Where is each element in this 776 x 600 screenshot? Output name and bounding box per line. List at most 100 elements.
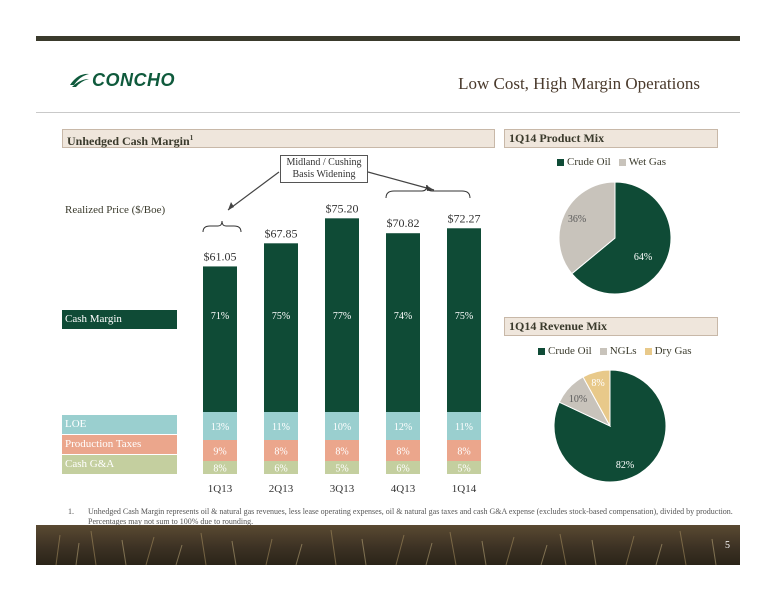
- callout-line-1: Midland / Cushing: [286, 157, 362, 168]
- bar-total-label: $75.20: [326, 201, 359, 215]
- bar-segment-loe-3q13: [325, 412, 359, 440]
- legend-ngls: NGLs: [599, 345, 637, 357]
- bar-segment-production-taxes-3q13: [325, 440, 359, 461]
- x-tick-label: 1Q14: [452, 483, 477, 495]
- grass-texture: [55, 529, 717, 565]
- legend-label: Crude Oil: [548, 345, 592, 357]
- bar-segment-loe-2q13: [264, 412, 298, 440]
- legend-wet-gas: Wet Gas: [618, 156, 666, 168]
- bar-data-label: 77%: [333, 311, 351, 322]
- pie-slice-crude-oil: [571, 181, 672, 295]
- bar-segment-cash-margin-3q13: [325, 218, 359, 412]
- footnote-marker: 1: [189, 134, 194, 142]
- bar-data-label: 11%: [455, 422, 473, 433]
- footnote: 1. Unhedged Cash Margin represents oil &…: [68, 507, 738, 527]
- bar-data-label: 10%: [333, 422, 351, 433]
- bar-data-label: 8%: [396, 447, 409, 458]
- bar-data-label: 74%: [394, 311, 412, 322]
- bracket-4q13-1q14: [385, 184, 471, 199]
- slide-title: Low Cost, High Margin Operations: [458, 74, 700, 93]
- bar-data-label: 6%: [274, 464, 287, 475]
- legend-label: Wet Gas: [628, 156, 666, 168]
- bar-data-label: 11%: [272, 422, 290, 433]
- bar-data-label: 75%: [272, 311, 290, 322]
- pie-value-label: 10%: [569, 394, 587, 405]
- x-tick-label: 3Q13: [330, 483, 355, 495]
- x-tick-label: 4Q13: [391, 483, 416, 495]
- bar-segment-cash-g-a-2q13: [264, 461, 298, 474]
- legend-crude-oil: Crude Oil: [557, 156, 611, 168]
- bar-data-label: 8%: [335, 447, 348, 458]
- legend-label: Crude Oil: [567, 156, 611, 168]
- pie-value-label: 8%: [591, 378, 604, 389]
- bracket-1q13: [202, 220, 242, 233]
- pie-slice-wet-gas: [558, 181, 616, 275]
- cash-ga-row-label: Cash G&A: [62, 455, 177, 474]
- production-taxes-row-label: Production Taxes: [62, 435, 177, 454]
- bar-segment-cash-g-a-4q13: [386, 461, 420, 474]
- revenue-mix-pie: 82% 10% 8%: [553, 369, 667, 483]
- landscape-photo: [36, 525, 740, 565]
- pie-slice-crude-oil: [553, 369, 667, 483]
- product-mix-legend: Crude Oil Wet Gas: [557, 156, 666, 168]
- footnote-text: Unhedged Cash Margin represents oil & na…: [88, 507, 733, 526]
- pie-value-label: 64%: [634, 252, 652, 263]
- x-tick-label: 1Q13: [208, 483, 233, 495]
- pie-slice-dry-gas: [582, 369, 611, 427]
- title-rule: [36, 112, 740, 113]
- pie-value-label: 36%: [568, 214, 586, 225]
- legend-label: Dry Gas: [654, 345, 692, 357]
- bar-segment-cash-g-a-1q14: [447, 461, 481, 474]
- cash-margin-row-label: Cash Margin: [62, 310, 177, 329]
- bar-segment-cash-margin-2q13: [264, 243, 298, 412]
- company-logo: CONCHO: [68, 70, 175, 90]
- legend-swatch: [618, 158, 626, 166]
- bar-data-label: 9%: [213, 447, 226, 458]
- bar-segment-cash-margin-1q14: [447, 228, 481, 412]
- legend-dry-gas: Dry Gas: [644, 345, 692, 357]
- page-number: 5: [725, 540, 730, 551]
- callout-arrows: [202, 171, 471, 233]
- revenue-mix-header: 1Q14 Revenue Mix: [504, 317, 718, 336]
- loe-row-label: LOE: [62, 415, 177, 434]
- footnote-number: 1.: [68, 507, 74, 516]
- legend-label: NGLs: [609, 345, 637, 357]
- bar-segment-loe-1q13: [203, 412, 237, 440]
- logo-text: CONCHO: [92, 69, 175, 90]
- bar-total-label: $67.85: [265, 226, 298, 240]
- bar-segment-cash-margin-1q13: [203, 266, 237, 412]
- realized-price-label: Realized Price ($/Boe): [65, 204, 166, 216]
- legend-swatch: [538, 347, 545, 355]
- bar-data-label: 8%: [457, 447, 470, 458]
- cash-margin-header: Unhedged Cash Margin1: [62, 129, 495, 148]
- bar-segment-loe-1q14: [447, 412, 481, 440]
- pie-value-label: 82%: [616, 460, 634, 471]
- bar-segment-loe-4q13: [386, 412, 420, 440]
- x-tick-label: 2Q13: [269, 483, 294, 495]
- bar-data-label: 12%: [394, 422, 412, 433]
- legend-swatch: [599, 347, 607, 355]
- bar-data-label: 5%: [335, 464, 348, 475]
- bar-data-label: 75%: [455, 311, 473, 322]
- top-rule: [36, 36, 740, 41]
- callout-line-2: Basis Widening: [292, 169, 356, 180]
- logo-swoosh-icon: [70, 73, 89, 87]
- bar-segment-production-taxes-4q13: [386, 440, 420, 461]
- revenue-mix-legend: Crude Oil NGLs Dry Gas: [538, 345, 692, 357]
- cash-margin-header-text: Unhedged Cash Margin: [67, 134, 190, 148]
- bar-segment-production-taxes-1q13: [203, 440, 237, 461]
- bar-segment-production-taxes-1q14: [447, 440, 481, 461]
- product-mix-pie: 64% 36%: [558, 181, 672, 295]
- legend-swatch: [557, 158, 564, 166]
- bar-segment-cash-margin-4q13: [386, 233, 420, 412]
- bar-data-label: 8%: [213, 464, 226, 475]
- bar-segment-cash-g-a-1q13: [203, 461, 237, 474]
- bar-data-label: 5%: [457, 464, 470, 475]
- basis-widening-callout: Midland / Cushing Basis Widening: [280, 155, 368, 183]
- bar-data-label: 6%: [396, 464, 409, 475]
- bar-total-label: $70.82: [387, 216, 420, 230]
- bar-total-label: $72.27: [448, 211, 481, 225]
- product-mix-header: 1Q14 Product Mix: [504, 129, 718, 148]
- bar-total-label: $61.05: [204, 249, 237, 263]
